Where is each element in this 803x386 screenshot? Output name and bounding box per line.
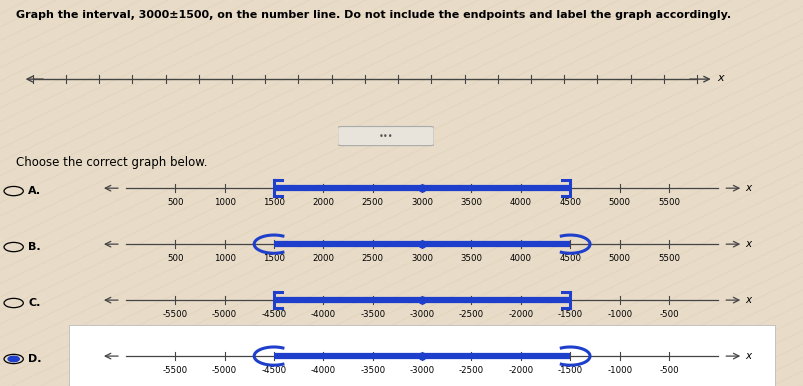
Text: C.: C. xyxy=(28,298,40,308)
Text: -2000: -2000 xyxy=(507,310,532,319)
Text: -3500: -3500 xyxy=(360,366,385,375)
Text: 2500: 2500 xyxy=(361,198,383,207)
Text: D.: D. xyxy=(28,354,42,364)
Text: 5500: 5500 xyxy=(657,254,679,263)
Text: x: x xyxy=(716,73,723,83)
Text: -3000: -3000 xyxy=(409,310,434,319)
Text: Graph the interval, 3000±1500, on the number line. Do not include the endpoints : Graph the interval, 3000±1500, on the nu… xyxy=(16,10,730,20)
Text: -500: -500 xyxy=(658,366,678,375)
Text: •••: ••• xyxy=(378,132,393,141)
Text: 500: 500 xyxy=(167,198,183,207)
Text: -1500: -1500 xyxy=(557,366,582,375)
Text: -4500: -4500 xyxy=(261,366,286,375)
Text: 4000: 4000 xyxy=(509,254,532,263)
Text: 5500: 5500 xyxy=(657,198,679,207)
Text: -3500: -3500 xyxy=(360,310,385,319)
Text: 3500: 3500 xyxy=(460,254,482,263)
Text: -5500: -5500 xyxy=(162,310,187,319)
Text: 1500: 1500 xyxy=(263,254,284,263)
Text: 5000: 5000 xyxy=(608,254,630,263)
FancyBboxPatch shape xyxy=(69,325,774,386)
Text: -2500: -2500 xyxy=(459,310,483,319)
Text: -3000: -3000 xyxy=(409,366,434,375)
Text: -4500: -4500 xyxy=(261,310,286,319)
Text: -4000: -4000 xyxy=(311,366,336,375)
Text: B.: B. xyxy=(28,242,41,252)
Text: -1000: -1000 xyxy=(606,366,631,375)
Text: -2500: -2500 xyxy=(459,366,483,375)
Text: 2000: 2000 xyxy=(312,198,334,207)
Text: 500: 500 xyxy=(167,254,183,263)
Text: 4000: 4000 xyxy=(509,198,532,207)
Text: 5000: 5000 xyxy=(608,198,630,207)
Text: -500: -500 xyxy=(658,310,678,319)
Text: 3000: 3000 xyxy=(410,198,433,207)
Text: 4500: 4500 xyxy=(559,254,581,263)
Text: 3000: 3000 xyxy=(410,254,433,263)
Text: -5000: -5000 xyxy=(212,366,237,375)
Text: 1500: 1500 xyxy=(263,198,284,207)
Text: 2500: 2500 xyxy=(361,254,383,263)
Text: -1500: -1500 xyxy=(557,310,582,319)
Text: -1000: -1000 xyxy=(606,310,631,319)
Text: -5500: -5500 xyxy=(162,366,187,375)
Text: A.: A. xyxy=(28,186,41,196)
Text: -5000: -5000 xyxy=(212,310,237,319)
Text: -4000: -4000 xyxy=(311,310,336,319)
FancyBboxPatch shape xyxy=(337,127,434,146)
Text: 1000: 1000 xyxy=(214,198,235,207)
Text: 4500: 4500 xyxy=(559,198,581,207)
Text: -2000: -2000 xyxy=(507,366,532,375)
Text: 2000: 2000 xyxy=(312,254,334,263)
Text: x: x xyxy=(744,239,751,249)
Text: 1000: 1000 xyxy=(214,254,235,263)
Text: Choose the correct graph below.: Choose the correct graph below. xyxy=(16,156,207,169)
Text: x: x xyxy=(744,351,751,361)
Text: 3500: 3500 xyxy=(460,198,482,207)
Text: x: x xyxy=(744,183,751,193)
Text: x: x xyxy=(744,295,751,305)
